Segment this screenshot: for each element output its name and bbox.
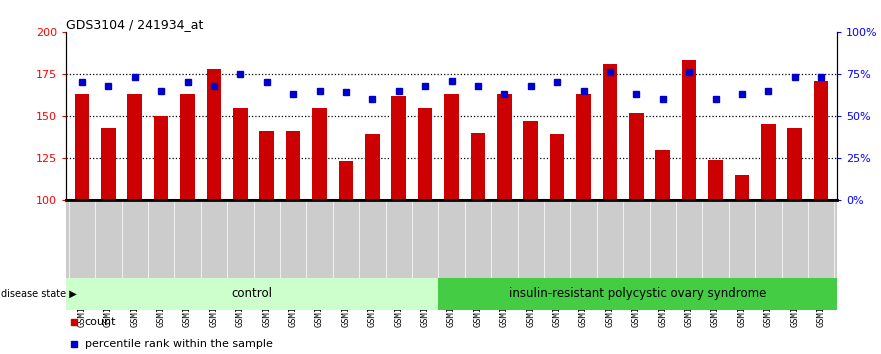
Bar [66, 278, 438, 310]
Bar [259, 131, 274, 200]
Text: GDS3104 / 241934_at: GDS3104 / 241934_at [66, 18, 204, 31]
Bar [438, 278, 837, 310]
Bar [233, 108, 248, 200]
Bar [523, 121, 538, 200]
Text: disease state ▶: disease state ▶ [1, 289, 77, 299]
Bar [418, 108, 433, 200]
Bar [761, 124, 775, 200]
Bar [75, 94, 89, 200]
Bar [735, 175, 749, 200]
Bar [207, 69, 221, 200]
Bar [470, 133, 485, 200]
Bar [181, 94, 195, 200]
Bar [708, 160, 722, 200]
Bar [682, 61, 696, 200]
Bar [391, 96, 406, 200]
Bar [444, 94, 459, 200]
Text: control: control [232, 287, 272, 300]
Bar [338, 161, 353, 200]
Text: insulin-resistant polycystic ovary syndrome: insulin-resistant polycystic ovary syndr… [509, 287, 766, 300]
Text: count: count [85, 317, 116, 327]
Bar [603, 64, 618, 200]
Bar [629, 113, 644, 200]
Bar [788, 128, 802, 200]
Bar [312, 108, 327, 200]
Bar [101, 128, 115, 200]
Text: percentile rank within the sample: percentile rank within the sample [85, 339, 272, 349]
Bar [285, 131, 300, 200]
Bar [154, 116, 168, 200]
Bar [550, 135, 565, 200]
Bar [655, 149, 670, 200]
Bar [497, 94, 512, 200]
Bar [128, 94, 142, 200]
Bar [365, 135, 380, 200]
Bar [814, 81, 828, 200]
Bar [576, 94, 591, 200]
